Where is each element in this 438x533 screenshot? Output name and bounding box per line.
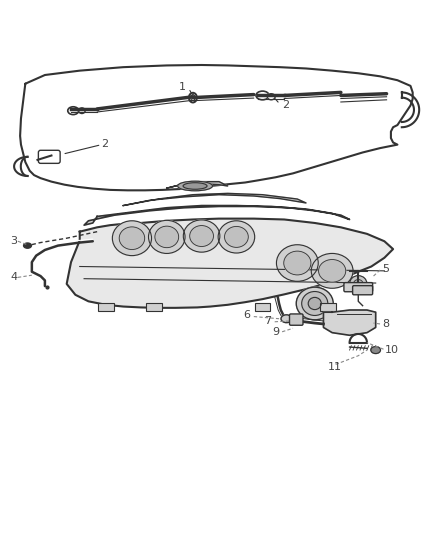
FancyBboxPatch shape <box>353 286 373 295</box>
Bar <box>254 303 270 311</box>
Text: 3: 3 <box>10 236 17 246</box>
Ellipse shape <box>178 181 212 191</box>
Ellipse shape <box>191 94 195 101</box>
Polygon shape <box>323 310 376 335</box>
Ellipse shape <box>311 254 353 288</box>
Text: 10: 10 <box>385 345 399 355</box>
Ellipse shape <box>353 279 363 288</box>
Text: 7: 7 <box>264 316 271 326</box>
Polygon shape <box>67 219 393 308</box>
FancyBboxPatch shape <box>344 282 373 292</box>
Ellipse shape <box>276 245 318 281</box>
Text: 4: 4 <box>10 272 17 282</box>
Ellipse shape <box>183 183 207 189</box>
Ellipse shape <box>296 287 333 320</box>
Text: 2: 2 <box>102 139 109 149</box>
Ellipse shape <box>281 315 292 322</box>
Ellipse shape <box>148 220 185 254</box>
Text: 6: 6 <box>244 310 251 320</box>
Ellipse shape <box>184 220 220 252</box>
Ellipse shape <box>267 94 275 100</box>
Ellipse shape <box>113 221 152 256</box>
Text: 9: 9 <box>272 327 279 337</box>
Bar <box>146 303 162 311</box>
Ellipse shape <box>308 297 321 310</box>
Ellipse shape <box>190 225 213 246</box>
Ellipse shape <box>155 226 179 248</box>
Ellipse shape <box>371 346 381 353</box>
Text: 5: 5 <box>382 264 389 273</box>
Text: 2: 2 <box>282 100 289 110</box>
FancyBboxPatch shape <box>39 150 60 163</box>
Polygon shape <box>167 182 228 188</box>
Ellipse shape <box>119 227 145 249</box>
Bar <box>320 303 336 311</box>
Ellipse shape <box>318 260 346 282</box>
Text: 1: 1 <box>179 82 186 92</box>
Ellipse shape <box>284 251 311 275</box>
Bar <box>98 303 114 311</box>
Text: 11: 11 <box>328 361 342 372</box>
Polygon shape <box>84 206 350 225</box>
Ellipse shape <box>218 221 254 253</box>
Ellipse shape <box>302 292 328 316</box>
Ellipse shape <box>225 227 248 247</box>
Ellipse shape <box>79 108 85 114</box>
FancyBboxPatch shape <box>290 314 303 325</box>
Text: 8: 8 <box>382 319 389 329</box>
Ellipse shape <box>24 243 32 248</box>
Polygon shape <box>123 193 306 206</box>
Ellipse shape <box>350 276 367 292</box>
